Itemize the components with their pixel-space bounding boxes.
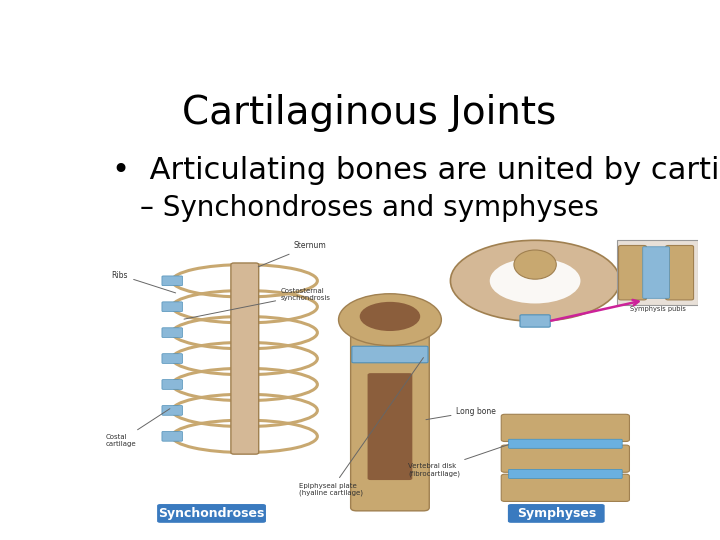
- FancyBboxPatch shape: [501, 414, 629, 442]
- Text: – Synchondroses and symphyses: – Synchondroses and symphyses: [140, 194, 599, 222]
- Ellipse shape: [338, 294, 441, 346]
- Text: Synchondroses: Synchondroses: [158, 507, 265, 520]
- FancyBboxPatch shape: [162, 380, 182, 389]
- Text: Symphysis pubis: Symphysis pubis: [629, 306, 685, 312]
- FancyBboxPatch shape: [643, 247, 670, 298]
- Text: Symphyses: Symphyses: [517, 507, 596, 520]
- Text: Cartilaginous Joints: Cartilaginous Joints: [182, 94, 556, 132]
- FancyBboxPatch shape: [617, 240, 698, 305]
- FancyBboxPatch shape: [520, 315, 550, 327]
- FancyBboxPatch shape: [162, 302, 182, 312]
- FancyBboxPatch shape: [231, 263, 258, 454]
- FancyBboxPatch shape: [352, 346, 428, 363]
- Text: Sternum: Sternum: [258, 241, 326, 267]
- Text: •  Articulating bones are united by cartilage: • Articulating bones are united by carti…: [112, 156, 720, 185]
- FancyBboxPatch shape: [368, 373, 413, 480]
- FancyBboxPatch shape: [162, 406, 182, 415]
- FancyBboxPatch shape: [508, 439, 622, 448]
- FancyBboxPatch shape: [162, 354, 182, 363]
- FancyBboxPatch shape: [351, 333, 429, 511]
- Ellipse shape: [490, 258, 580, 303]
- Ellipse shape: [514, 250, 557, 279]
- FancyBboxPatch shape: [501, 474, 629, 502]
- Text: Ribs: Ribs: [112, 271, 176, 293]
- FancyBboxPatch shape: [162, 431, 182, 441]
- FancyBboxPatch shape: [508, 504, 605, 523]
- FancyBboxPatch shape: [508, 469, 622, 478]
- FancyBboxPatch shape: [618, 246, 647, 300]
- Ellipse shape: [451, 240, 620, 321]
- FancyBboxPatch shape: [157, 504, 266, 523]
- Text: Long bone: Long bone: [426, 407, 496, 420]
- FancyBboxPatch shape: [162, 328, 182, 338]
- FancyBboxPatch shape: [162, 276, 182, 286]
- Text: Costosternal
synchondrosis: Costosternal synchondrosis: [184, 288, 331, 319]
- FancyBboxPatch shape: [666, 246, 693, 300]
- Ellipse shape: [360, 302, 420, 331]
- FancyBboxPatch shape: [501, 445, 629, 472]
- Text: Costal
cartilage: Costal cartilage: [106, 409, 170, 447]
- Text: Epiphyseal plate
(hyaline cartilage): Epiphyseal plate (hyaline cartilage): [300, 357, 423, 496]
- Text: Vertebral disk
(fibrocartilage): Vertebral disk (fibrocartilage): [408, 444, 508, 477]
